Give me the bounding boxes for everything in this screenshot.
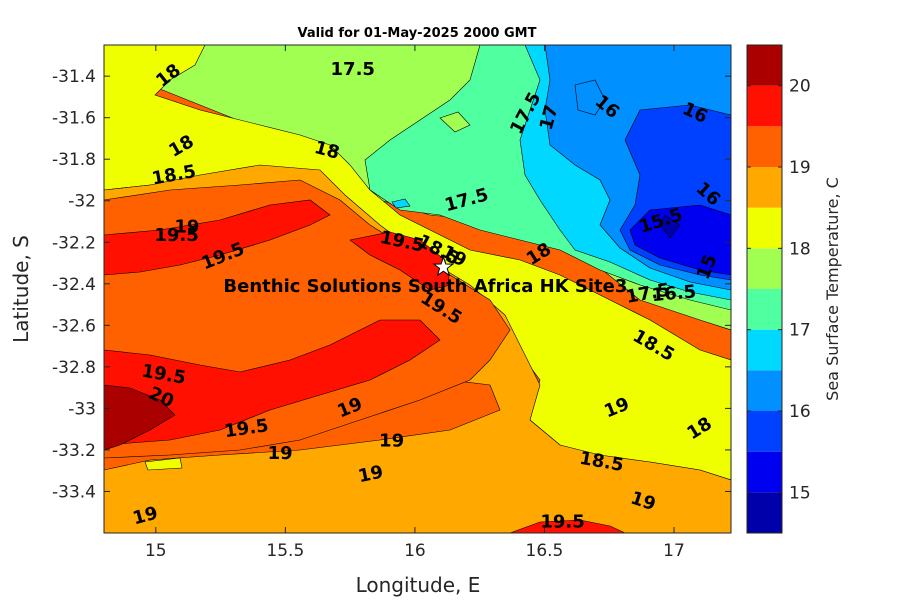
y-tick-label: -32.4	[52, 275, 96, 295]
y-tick-label: -31.4	[52, 67, 96, 87]
y-tick-label: -32.8	[52, 358, 96, 378]
y-tick-label: -33.2	[52, 441, 96, 461]
contour-label: 19	[379, 431, 404, 452]
colorbar-segment	[747, 289, 782, 330]
field-19.5-20-north	[104, 199, 331, 276]
y-axis-label: Latitude, S	[9, 235, 33, 343]
site-marker: Benthic Solutions South Africa HK Site3	[223, 255, 627, 297]
colorbar-tick-label: 16	[789, 402, 811, 422]
x-axis-label: Longitude, E	[356, 573, 481, 597]
x-tick-label: 16.5	[526, 541, 564, 561]
contour-label: 19.5	[154, 225, 198, 246]
y-tick-label: -32	[68, 192, 96, 212]
x-tick-label: 15.5	[266, 541, 304, 561]
colorbar-tick-label: 19	[789, 158, 811, 178]
colorbar-segment	[747, 85, 782, 127]
x-tick-label: 17	[663, 541, 685, 561]
site-star-icon	[432, 255, 455, 277]
field-15-15.5	[629, 204, 731, 276]
y-tick-label: -32.6	[52, 316, 96, 336]
contour-label: 16.5	[651, 281, 697, 306]
colorbar-tick-label: 18	[789, 239, 811, 259]
colorbar-tick-label: 17	[789, 321, 811, 341]
field-20-plus	[104, 384, 176, 451]
x-axis: 15 15.5 16 16.5 17	[145, 45, 685, 561]
colorbar-tick-label: 15	[789, 483, 811, 503]
y-tick-label: -33	[68, 399, 96, 419]
chart-title: Valid for 01-May-2025 2000 GMT	[298, 26, 537, 41]
contour-label: 17.5	[331, 59, 375, 80]
contour-label: 19	[268, 443, 293, 464]
colorbar-segment	[747, 207, 782, 249]
site-label: Benthic Solutions South Africa HK Site3	[223, 276, 627, 297]
field-16-16.5-patch	[574, 79, 606, 116]
field-patch-yellow	[144, 457, 183, 471]
contour-label: 19	[356, 461, 385, 487]
sst-field	[104, 45, 731, 533]
colorbar-label: Sea Surface Temperature, C	[823, 177, 842, 401]
colorbar-segment	[747, 45, 782, 86]
contour-label: 19	[174, 217, 199, 238]
field-19.5-20-center	[349, 231, 451, 291]
colorbar-segment	[747, 451, 782, 493]
plot-frame	[103, 44, 732, 534]
colorbar-segment	[747, 248, 782, 289]
y-tick-label: -32.2	[52, 233, 96, 253]
y-axis: -31.4 -31.6 -31.8 -32 -32.2 -32.4 -32.6 -32.8 -3…	[52, 67, 731, 502]
colorbar-segment	[747, 411, 782, 452]
colorbar-segment	[747, 126, 782, 167]
colorbar-segment	[747, 329, 782, 371]
x-tick-label: 15	[145, 541, 167, 561]
colorbar: 15 16 17 18 19 20	[746, 44, 811, 534]
field-19.5-20-west	[104, 319, 441, 446]
field-19.5-20-south	[509, 519, 626, 533]
y-tick-label: -33.4	[52, 482, 96, 502]
colorbar-tick-label: 20	[789, 77, 811, 97]
colorbar-segment	[747, 167, 782, 208]
field-patch-green	[439, 111, 471, 133]
y-tick-label: -31.6	[52, 109, 96, 129]
x-tick-label: 16	[404, 541, 426, 561]
field-patch-cyan	[391, 198, 411, 209]
contour-label: 19.5	[540, 512, 584, 533]
y-tick-label: -31.8	[52, 150, 96, 170]
colorbar-segment	[747, 492, 782, 533]
field-14.5-15	[659, 214, 681, 239]
colorbar-frame	[746, 44, 783, 534]
colorbar-segment	[747, 370, 782, 411]
